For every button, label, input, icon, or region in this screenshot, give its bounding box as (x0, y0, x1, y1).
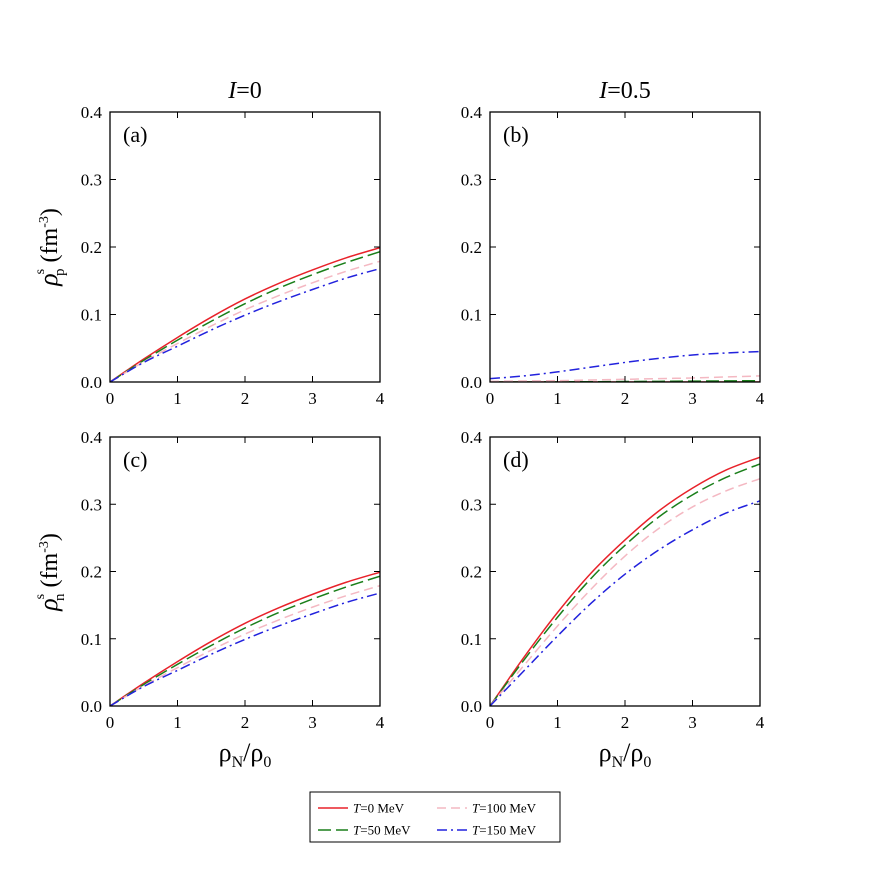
series-line-1 (110, 571, 380, 706)
panel-label: (d) (503, 447, 529, 472)
series-line-2 (110, 575, 380, 706)
y-tick-label: 0.2 (81, 563, 102, 582)
panel-3: 0 1 2 3 4 0.0 0.1 0.2 0.3 0.4 (c) (81, 428, 385, 732)
x-tick-label: 0 (486, 389, 495, 408)
y-axis-label-top: ρs p (fm-3) (33, 208, 68, 287)
legend-box (309, 791, 561, 843)
x-tick-label: 1 (173, 389, 182, 408)
x-tick-label: 1 (553, 713, 562, 732)
series-line-3 (110, 260, 380, 382)
x-tick-label: 0 (106, 389, 115, 408)
legend-label-3: T=50 MeV (353, 823, 411, 838)
x-axis-label-1: ρN/ρ0 (219, 738, 272, 771)
y-tick-label: 0.1 (81, 306, 102, 325)
plot-frame (489, 111, 761, 383)
panel-label: (a) (123, 122, 147, 147)
y-tick-label: 0.2 (461, 563, 482, 582)
y-tick-label: 0.0 (461, 697, 482, 716)
x-tick-label: 2 (241, 713, 250, 732)
legend: T=0 MeV T=100 MeV T=50 MeV T=150 MeV (309, 791, 561, 843)
y-tick-label: 0.1 (81, 630, 102, 649)
x-tick-label: 2 (621, 389, 630, 408)
x-tick-label: 2 (621, 713, 630, 732)
y-tick-label: 0.4 (461, 428, 483, 447)
series-line-3 (490, 375, 760, 382)
x-tick-label: 0 (486, 713, 495, 732)
x-tick-label: 4 (756, 389, 765, 408)
series-line-1 (110, 246, 380, 382)
y-tick-label: 0.1 (461, 630, 482, 649)
column-title-1: I=0 (227, 78, 262, 104)
panel-label: (c) (123, 447, 147, 472)
x-tick-label: 3 (308, 713, 317, 732)
panel-label: (b) (503, 122, 529, 147)
x-tick-label: 3 (688, 389, 697, 408)
panel-2: 0 1 2 3 4 0.0 0.1 0.2 0.3 0.4 (b) (461, 103, 765, 408)
series-line-4 (490, 350, 760, 380)
y-tick-label: 0.3 (461, 495, 482, 514)
x-axis-label-2: ρN/ρ0 (599, 738, 652, 771)
series-line-1 (490, 456, 760, 706)
x-tick-label: 3 (308, 389, 317, 408)
y-tick-label: 0.3 (461, 171, 482, 190)
x-tick-label: 3 (688, 713, 697, 732)
plot-frame (109, 111, 381, 383)
panel-1: 0 1 2 3 4 0.0 0.1 0.2 0.3 0.4 (a) (81, 103, 385, 408)
legend-label-2: T=100 MeV (472, 801, 537, 816)
x-tick-label: 2 (241, 389, 250, 408)
y-tick-label: 0.0 (81, 697, 102, 716)
y-tick-label: 0.1 (461, 306, 482, 325)
x-tick-label: 4 (376, 389, 385, 408)
y-axis-label-bottom: ρs n (fm-3) (33, 533, 68, 612)
panel-4: 0 1 2 3 4 0.0 0.1 0.2 0.3 0.4 (d) (461, 428, 765, 732)
plot-frame (489, 436, 761, 707)
x-tick-label: 1 (553, 389, 562, 408)
x-tick-label: 4 (376, 713, 385, 732)
y-tick-label: 0.0 (81, 373, 102, 392)
series-line-4 (110, 592, 380, 706)
y-tick-label: 0.2 (81, 238, 102, 257)
series-line-4 (110, 267, 380, 382)
y-tick-label: 0.0 (461, 373, 482, 392)
column-title-2: I=0.5 (598, 78, 651, 104)
legend-label-4: T=150 MeV (472, 823, 537, 838)
y-tick-label: 0.2 (461, 238, 482, 257)
legend-label-1: T=0 MeV (353, 801, 405, 816)
y-tick-label: 0.3 (81, 171, 102, 190)
series-line-4 (490, 500, 760, 706)
series-line-3 (490, 477, 760, 706)
y-tick-label: 0.4 (81, 103, 103, 122)
y-tick-label: 0.4 (81, 428, 103, 447)
plot-frame (109, 436, 381, 707)
x-tick-label: 4 (756, 713, 765, 732)
series-line-2 (110, 251, 380, 382)
y-tick-label: 0.3 (81, 495, 102, 514)
series-line-3 (110, 584, 380, 706)
series-line-2 (490, 463, 760, 706)
x-tick-label: 0 (106, 713, 115, 732)
y-tick-label: 0.4 (461, 103, 483, 122)
x-tick-label: 1 (173, 713, 182, 732)
